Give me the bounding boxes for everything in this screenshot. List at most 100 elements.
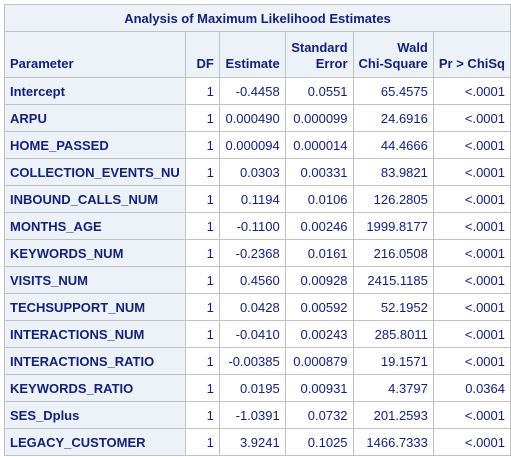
cell-df: 1 [184,158,220,186]
cell-wald-chi-square: 19.1571 [352,347,434,375]
cell-parameter: KEYWORDS_NUM [4,239,186,267]
cell-parameter: ARPU [4,104,186,132]
cell-df: 1 [184,104,220,132]
cell-df: 1 [184,266,220,294]
table-row: INTERACTIONS_RATIO 1 -0.00385 0.000879 19.15… [4,347,511,375]
cell-estimate: -0.00385 [218,347,286,375]
cell-estimate: -0.2368 [218,239,286,267]
cell-pr-chisq: <.0001 [432,266,511,294]
cell-standard-error: 0.00246 [284,212,354,240]
cell-wald-chi-square: 4.3797 [352,374,434,402]
cell-estimate: 0.000490 [218,104,286,132]
cell-df: 1 [184,401,220,429]
header-standard-error: Standard Error [284,31,354,78]
cell-wald-chi-square: 285.8011 [352,320,434,348]
table-body: Intercept 1 -0.4458 0.0551 65.4575 <.0001 ARPU… [4,77,511,456]
cell-df: 1 [184,428,220,456]
cell-parameter: INBOUND_CALLS_NUM [4,185,186,213]
cell-estimate: -0.4458 [218,77,286,105]
table-row: Intercept 1 -0.4458 0.0551 65.4575 <.0001 [4,77,511,105]
cell-wald-chi-square: 65.4575 [352,77,434,105]
table-row: ARPU 1 0.000490 0.000099 24.6916 <.0001 [4,104,511,132]
cell-standard-error: 0.000014 [284,131,354,159]
cell-estimate: -1.0391 [218,401,286,429]
cell-pr-chisq: <.0001 [432,158,511,186]
cell-df: 1 [184,131,220,159]
table-row: KEYWORDS_RATIO 1 0.0195 0.00931 4.3797 0.0364 [4,374,511,402]
cell-parameter: Intercept [4,77,186,105]
cell-parameter: MONTHS_AGE [4,212,186,240]
cell-standard-error: 0.0106 [284,185,354,213]
cell-wald-chi-square: 201.2593 [352,401,434,429]
table-row: KEYWORDS_NUM 1 -0.2368 0.0161 216.0508 <.0001 [4,239,511,267]
cell-pr-chisq: <.0001 [432,293,511,321]
header-wald-chi-square: Wald Chi-Square [352,31,434,78]
cell-pr-chisq: <.0001 [432,401,511,429]
cell-wald-chi-square: 1999.8177 [352,212,434,240]
cell-wald-chi-square: 44.4666 [352,131,434,159]
cell-standard-error: 0.00931 [284,374,354,402]
cell-parameter: HOME_PASSED [4,131,186,159]
cell-pr-chisq: 0.0364 [432,374,511,402]
cell-parameter: SES_Dplus [4,401,186,429]
header-standard-error-line1: Standard [291,40,348,55]
mle-table-container: Analysis of Maximum Likelihood Estimates… [4,4,511,456]
cell-standard-error: 0.00928 [284,266,354,294]
cell-pr-chisq: <.0001 [432,347,511,375]
cell-wald-chi-square: 2415.1185 [352,266,434,294]
cell-pr-chisq: <.0001 [432,428,511,456]
cell-estimate: 0.0303 [218,158,286,186]
header-df: DF [184,31,220,78]
table-row: INTERACTIONS_NUM 1 -0.0410 0.00243 285.8011 <… [4,320,511,348]
header-estimate: Estimate [218,31,286,78]
cell-df: 1 [184,374,220,402]
header-wald-line1: Wald [397,40,428,55]
cell-wald-chi-square: 216.0508 [352,239,434,267]
cell-pr-chisq: <.0001 [432,131,511,159]
cell-standard-error: 0.000879 [284,347,354,375]
cell-estimate: 0.0195 [218,374,286,402]
cell-parameter: KEYWORDS_RATIO [4,374,186,402]
cell-estimate: 0.4560 [218,266,286,294]
table-row: SES_Dplus 1 -1.0391 0.0732 201.2593 <.0001 [4,401,511,429]
cell-parameter: TECHSUPPORT_NUM [4,293,186,321]
cell-wald-chi-square: 52.1952 [352,293,434,321]
cell-estimate: 0.0428 [218,293,286,321]
cell-parameter: COLLECTION_EVENTS_NU [4,158,186,186]
cell-estimate: 0.000094 [218,131,286,159]
cell-pr-chisq: <.0001 [432,212,511,240]
cell-df: 1 [184,239,220,267]
header-standard-error-line2: Error [315,56,348,71]
cell-standard-error: 0.00592 [284,293,354,321]
table-title: Analysis of Maximum Likelihood Estimates [4,4,511,32]
cell-wald-chi-square: 126.2805 [352,185,434,213]
cell-pr-chisq: <.0001 [432,185,511,213]
cell-pr-chisq: <.0001 [432,320,511,348]
table-row: INBOUND_CALLS_NUM 1 0.1194 0.0106 126.2805 <.… [4,185,511,213]
cell-df: 1 [184,77,220,105]
mle-estimates-table: Analysis of Maximum Likelihood Estimates… [4,4,511,456]
cell-parameter: INTERACTIONS_NUM [4,320,186,348]
cell-pr-chisq: <.0001 [432,104,511,132]
cell-parameter: LEGACY_CUSTOMER [4,428,186,456]
cell-estimate: 3.9241 [218,428,286,456]
cell-standard-error: 0.00243 [284,320,354,348]
cell-pr-chisq: <.0001 [432,77,511,105]
cell-estimate: 0.1194 [218,185,286,213]
cell-pr-chisq: <.0001 [432,239,511,267]
cell-standard-error: 0.000099 [284,104,354,132]
cell-parameter: INTERACTIONS_RATIO [4,347,186,375]
cell-df: 1 [184,347,220,375]
cell-standard-error: 0.0161 [284,239,354,267]
cell-wald-chi-square: 83.9821 [352,158,434,186]
cell-df: 1 [184,293,220,321]
table-row: VISITS_NUM 1 0.4560 0.00928 2415.1185 <.0001 [4,266,511,294]
header-pr-chisq: Pr > ChiSq [432,31,511,78]
table-row: HOME_PASSED 1 0.000094 0.000014 44.4666 <.000… [4,131,511,159]
cell-df: 1 [184,185,220,213]
cell-wald-chi-square: 1466.7333 [352,428,434,456]
cell-wald-chi-square: 24.6916 [352,104,434,132]
cell-standard-error: 0.0551 [284,77,354,105]
cell-parameter: VISITS_NUM [4,266,186,294]
table-row: COLLECTION_EVENTS_NU 1 0.0303 0.00331 83.982… [4,158,511,186]
